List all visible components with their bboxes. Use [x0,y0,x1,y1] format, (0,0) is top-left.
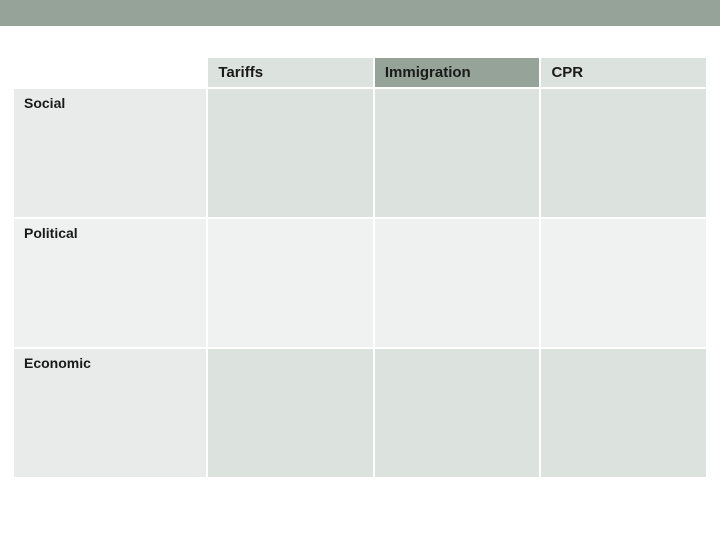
header-tariffs: Tariffs [207,57,374,88]
cell [207,218,374,348]
cell [207,348,374,478]
header-blank [13,57,207,88]
cell [374,88,541,218]
cell [207,88,374,218]
rowlabel-economic: Economic [13,348,207,478]
table-row: Political [13,218,707,348]
cell [374,218,541,348]
cell [540,348,707,478]
cell [540,88,707,218]
rowlabel-political: Political [13,218,207,348]
matrix-table: Tariffs Immigration CPR Social Political… [12,56,708,479]
cell [374,348,541,478]
table-row: Economic [13,348,707,478]
rowlabel-social: Social [13,88,207,218]
top-bar [0,0,720,26]
table-row: Social [13,88,707,218]
header-immigration: Immigration [374,57,541,88]
cell [540,218,707,348]
header-cpr: CPR [540,57,707,88]
table-header-row: Tariffs Immigration CPR [13,57,707,88]
matrix-table-wrapper: Tariffs Immigration CPR Social Political… [0,26,720,491]
